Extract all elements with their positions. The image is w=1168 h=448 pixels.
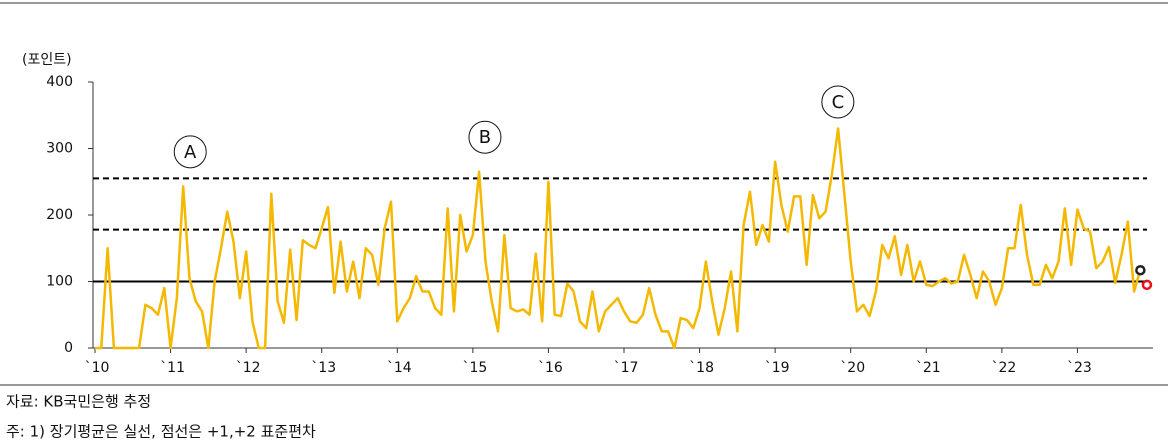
y-tick-label: 0 [64, 340, 73, 356]
y-tick-label: 200 [46, 207, 73, 223]
x-tick-label: `13 [311, 360, 336, 376]
y-tick-label: 100 [46, 274, 73, 290]
annotation-label: C [832, 92, 845, 113]
annotation-circle [173, 135, 207, 169]
x-tick-label: `22 [991, 360, 1016, 376]
x-tick-label: `23 [1067, 360, 1092, 376]
y-tick-label: 400 [46, 74, 73, 90]
annotation-label: A [184, 142, 197, 163]
annotation-circle [468, 120, 502, 154]
x-tick-label: `17 [614, 360, 639, 376]
x-tick-label: `21 [916, 360, 941, 376]
x-tick-label: `12 [236, 360, 261, 376]
x-tick-label: `11 [160, 360, 185, 376]
annotation-circle [821, 85, 855, 119]
annotation-label: B [479, 127, 491, 148]
x-tick-label: `20 [840, 360, 865, 376]
x-tick-label: `10 [85, 360, 110, 376]
x-tick-label: `14 [387, 360, 412, 376]
x-tick-label: `18 [689, 360, 714, 376]
note: 주: 1) 장기평균은 실선, 점선은 +1,+2 표준편차 [6, 423, 316, 441]
y-tick-label: 300 [46, 141, 73, 157]
x-tick-label: `16 [538, 360, 563, 376]
source: 자료: KB국민은행 추정 [6, 393, 151, 411]
x-tick-label: `19 [765, 360, 790, 376]
point-marker [1141, 279, 1153, 291]
series-line [95, 127, 1142, 350]
unit-label: (포인트) [22, 52, 72, 68]
x-tick-label: `15 [462, 360, 487, 376]
point-marker [1135, 264, 1146, 276]
